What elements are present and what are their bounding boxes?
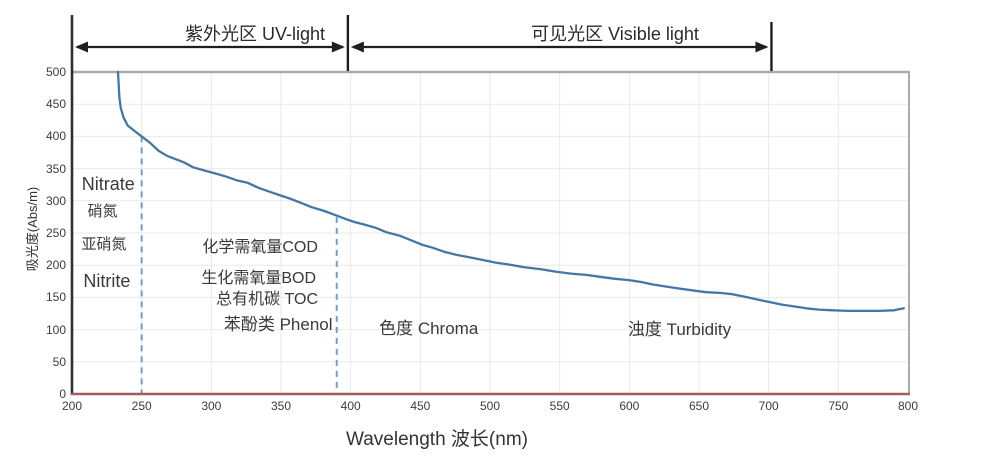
y-tick-label: 500 [45, 65, 66, 79]
y-tick-label: 300 [45, 193, 66, 208]
x-tick-label: 500 [479, 399, 501, 413]
uv-region-label: 紫外光区 UV-light [184, 24, 326, 44]
annotation-label: 苯酚类 Phenol [223, 314, 333, 334]
x-tick-label: 400 [340, 399, 361, 413]
x-axis-title: Wavelength 波长(nm) [346, 429, 528, 450]
annotation-label: Nitrate [81, 174, 135, 195]
y-tick-label: 50 [52, 354, 66, 369]
spectrum-curve [116, 70, 905, 313]
x-tick-label: 200 [61, 399, 83, 413]
x-tick-label: 350 [270, 399, 292, 413]
annotation-label: 浊度 Turbidity [627, 319, 732, 339]
x-tick-label: 800 [897, 399, 919, 413]
arrowhead [75, 41, 88, 53]
x-tick-label: 550 [549, 399, 570, 413]
y-tick-label: 250 [45, 226, 66, 240]
y-tick-label: 350 [45, 161, 66, 176]
arrowhead [350, 41, 364, 53]
y-tick-label: 200 [45, 258, 66, 273]
x-tick-label: 250 [131, 399, 152, 413]
annotation-label: Nitrite [83, 271, 131, 292]
x-tick-label: 600 [619, 399, 640, 413]
y-tick-label: 150 [45, 290, 66, 305]
x-tick-label: 450 [410, 399, 431, 413]
arrowhead [755, 41, 769, 53]
y-tick-label: 400 [45, 129, 66, 144]
annotation-label: 色度 Chroma [379, 318, 479, 338]
visible-region-label: 可见光区 Visible light [531, 24, 699, 44]
annotation-label: 亚硝氮 [81, 235, 127, 253]
annotation-label: 化学需氧量COD [202, 239, 318, 257]
x-tick-label: 650 [688, 399, 710, 413]
annotation-label: 总有机碳 TOC [216, 291, 319, 309]
x-tick-label: 700 [758, 399, 779, 413]
arrowhead [331, 41, 345, 53]
y-tick-label: 100 [45, 322, 66, 337]
annotation-label: 硝氮 [87, 202, 118, 220]
x-tick-label: 750 [828, 399, 849, 413]
annotation-label: 生化需氧量BOD [201, 270, 317, 288]
y-tick-label: 0 [59, 387, 66, 401]
y-tick-label: 450 [45, 97, 66, 112]
x-tick-label: 300 [201, 399, 222, 413]
